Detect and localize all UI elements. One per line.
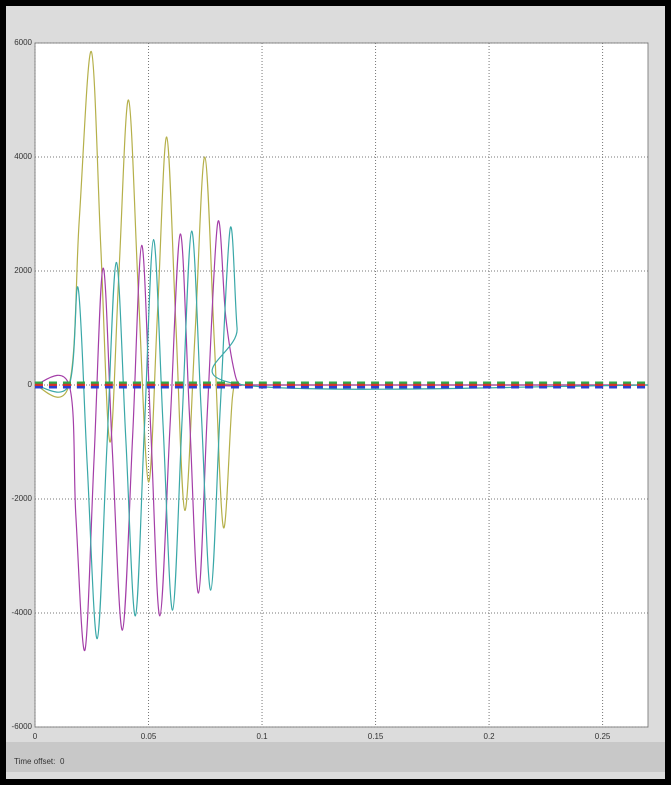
y-tick-label: 2000 — [14, 266, 32, 275]
y-tick-label: 6000 — [14, 38, 32, 47]
y-tick-label: 4000 — [14, 152, 32, 161]
y-tick-label: -2000 — [12, 494, 33, 503]
series-line — [34, 50, 648, 529]
series-line — [34, 226, 649, 640]
series-line — [34, 220, 648, 651]
y-tick-label: -6000 — [12, 722, 33, 731]
status-bar — [6, 742, 665, 772]
x-tick-label: 0.25 — [595, 732, 611, 741]
x-tick-label: 0.15 — [368, 732, 384, 741]
y-tick-label: 0 — [28, 380, 33, 389]
x-tick-label: 0.05 — [141, 732, 157, 741]
x-tick-label: 0.2 — [484, 732, 496, 741]
time-offset-label: Time offset: — [14, 757, 55, 766]
y-tick-label: -4000 — [12, 608, 33, 617]
x-tick-label: 0 — [33, 732, 38, 741]
time-offset-value: 0 — [60, 757, 65, 766]
x-tick-label: 0.1 — [256, 732, 268, 741]
